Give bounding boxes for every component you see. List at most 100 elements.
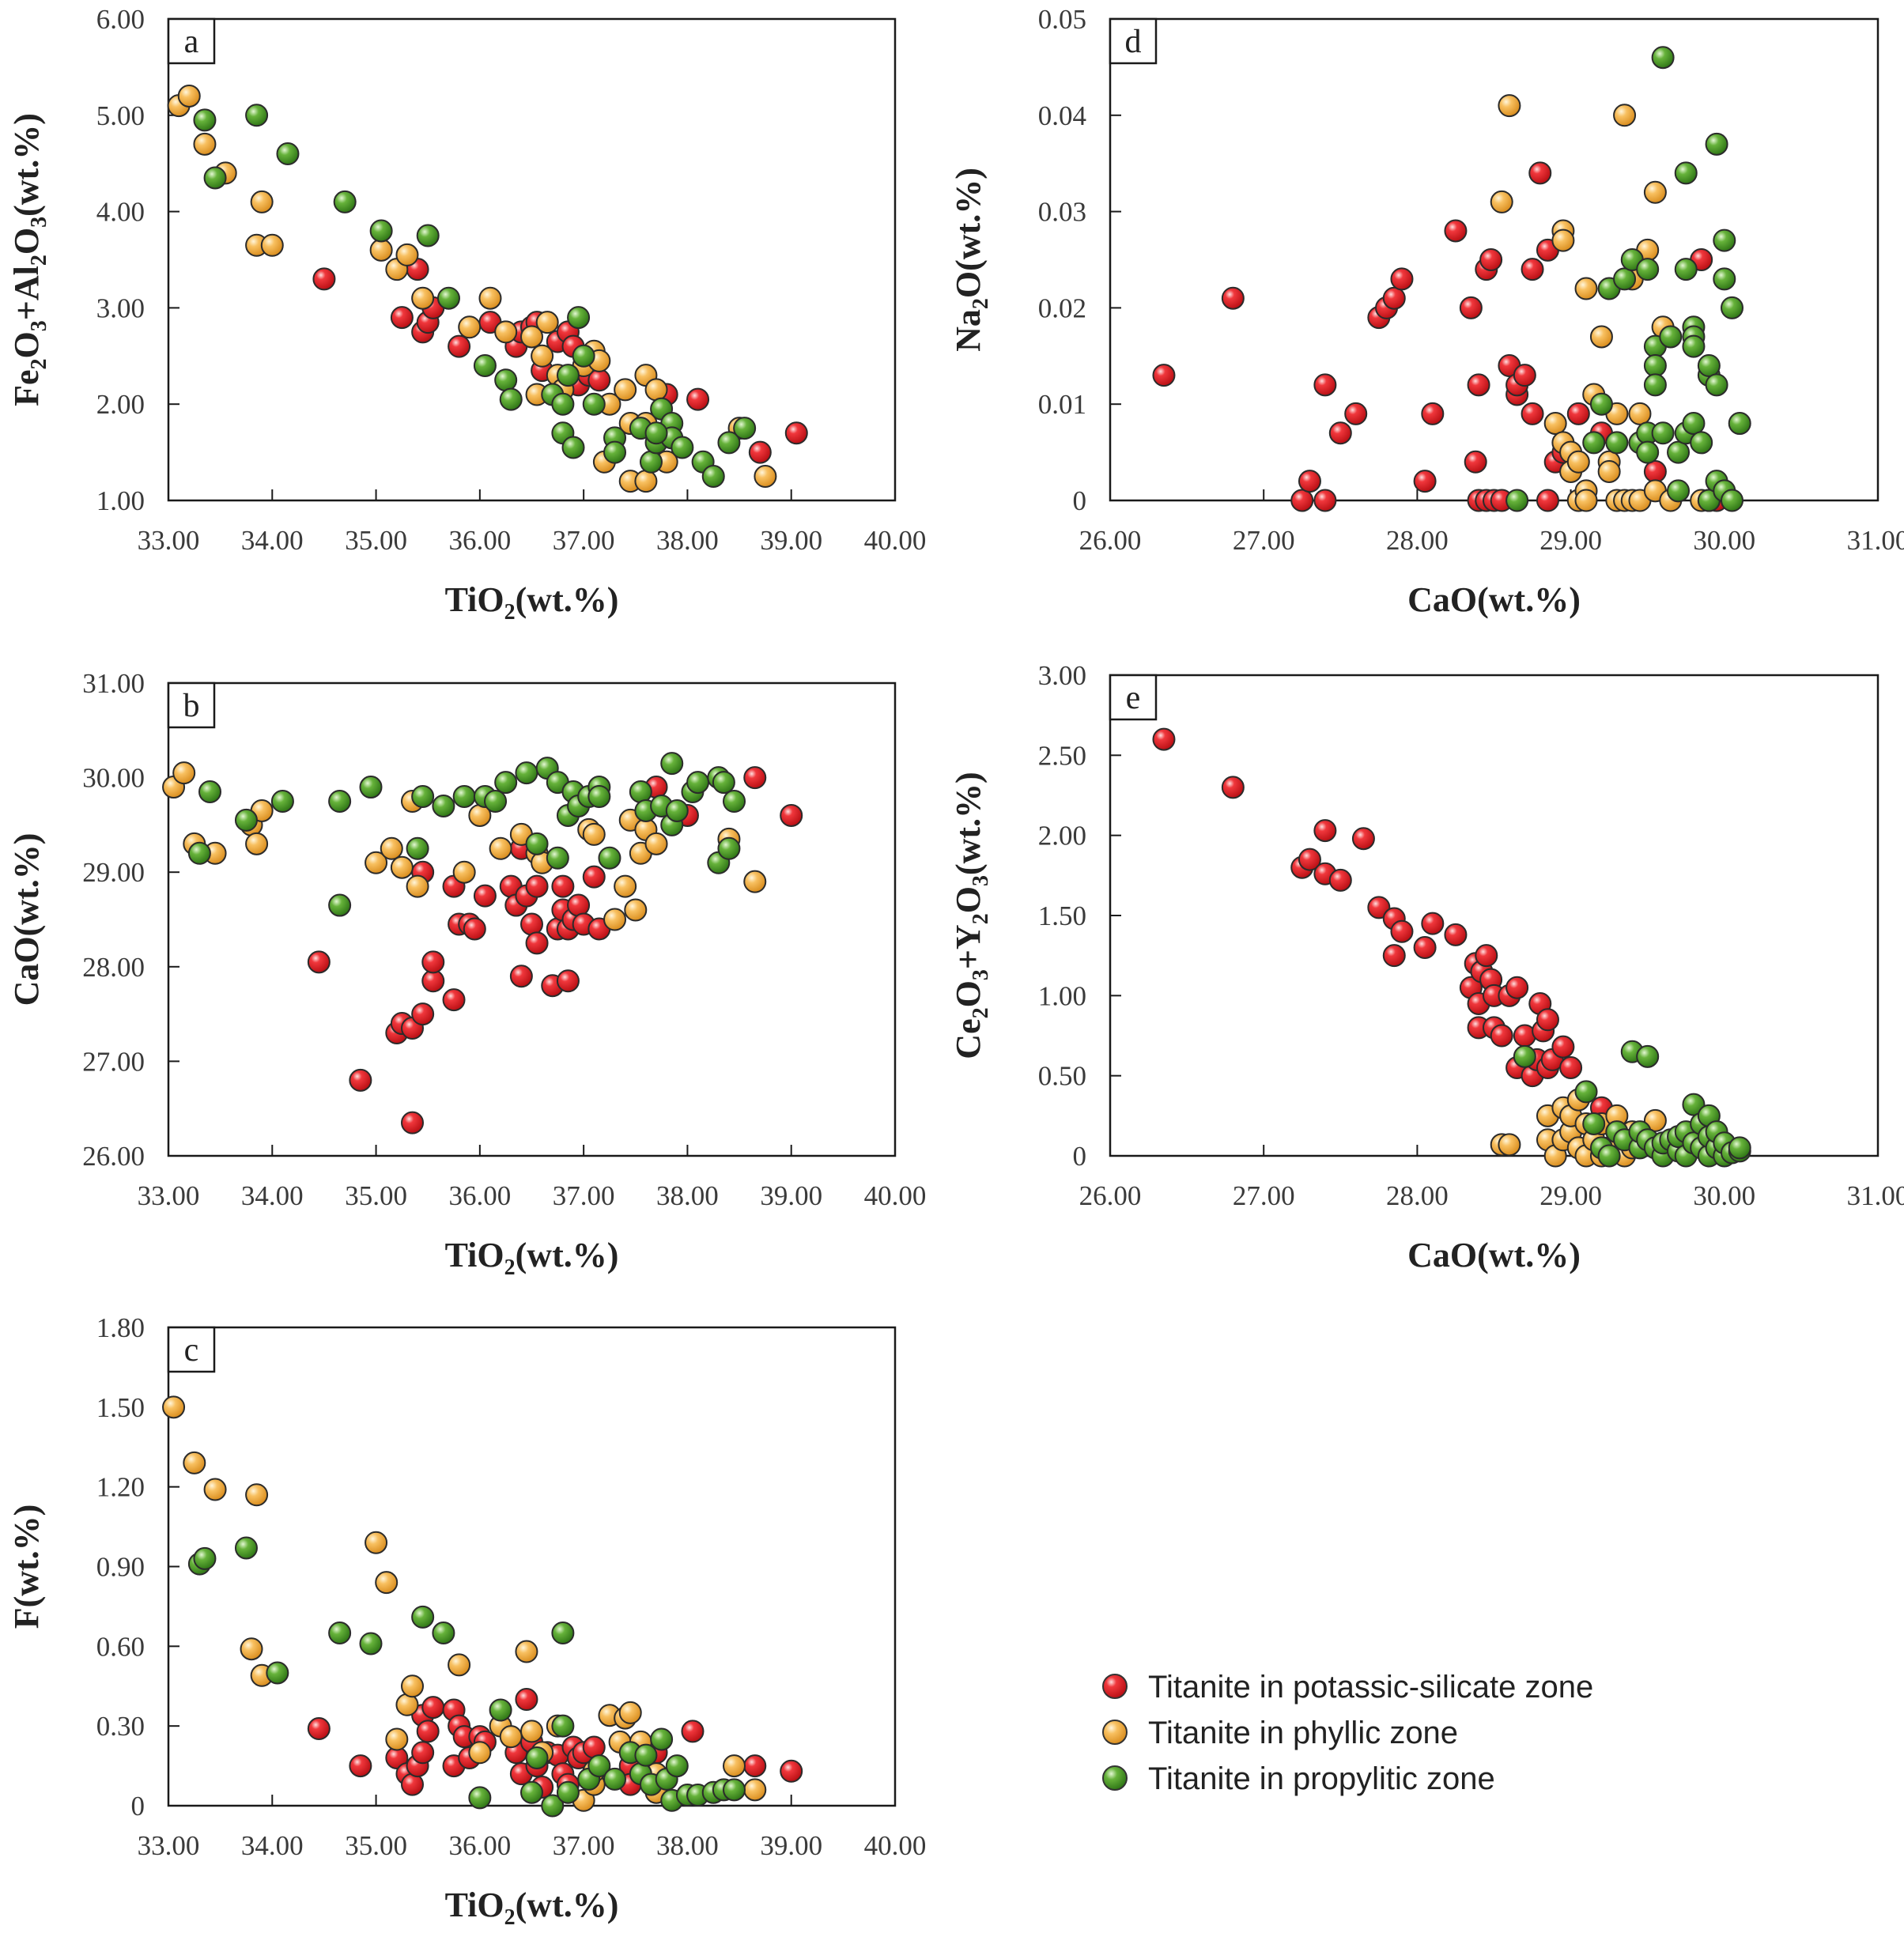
legend-label-propylitic: Titanite in propylitic zone xyxy=(1148,1761,1495,1796)
data-point-potassic xyxy=(582,865,606,889)
y-axis-title-part: CaO(wt.%) xyxy=(7,833,46,1006)
panel-label: d xyxy=(1125,24,1142,60)
data-point-propylitic xyxy=(650,1727,674,1751)
data-point-phyllic xyxy=(245,832,269,855)
x-tick-label: 37.00 xyxy=(553,1830,615,1861)
y-tick-label: 0.90 xyxy=(96,1552,145,1583)
x-axis-title-unit: (wt.%) xyxy=(516,580,619,619)
x-tick-label: 34.00 xyxy=(241,525,304,556)
x-tick-label: 37.00 xyxy=(553,1180,615,1211)
data-point-propylitic xyxy=(452,785,476,809)
data-point-propylitic xyxy=(484,790,508,813)
data-point-propylitic xyxy=(686,771,710,795)
data-point-propylitic xyxy=(515,761,538,785)
x-axis-title-main: TiO xyxy=(445,1886,504,1924)
y-axis-title-subscript: 3 xyxy=(969,969,993,980)
data-point-phyllic xyxy=(162,1395,186,1419)
data-point-phyllic xyxy=(369,238,393,262)
data-point-potassic xyxy=(1413,936,1437,960)
data-point-propylitic xyxy=(551,1622,575,1645)
data-point-potassic xyxy=(1467,373,1490,397)
data-point-potassic xyxy=(1328,421,1352,445)
x-tick-label: 34.00 xyxy=(241,1180,304,1211)
data-point-potassic xyxy=(1444,219,1468,243)
data-point-propylitic xyxy=(1728,1136,1751,1160)
data-point-potassic xyxy=(556,969,580,993)
data-point-propylitic xyxy=(1613,267,1637,291)
data-point-phyllic xyxy=(743,1778,767,1802)
series-propylitic xyxy=(1513,1040,1751,1168)
y-tick-label: 2.50 xyxy=(1038,740,1086,771)
data-point-propylitic xyxy=(1667,440,1691,464)
data-point-propylitic xyxy=(359,776,383,799)
y-tick-label: 0.02 xyxy=(1038,293,1086,323)
x-tick-label: 38.00 xyxy=(656,1180,719,1211)
plot-frame-e xyxy=(1109,674,1879,1157)
panel-label: e xyxy=(1126,680,1141,716)
data-point-propylitic xyxy=(266,1661,289,1685)
legend-marker-potassic xyxy=(1102,1674,1128,1699)
data-point-potassic xyxy=(1490,1024,1513,1048)
x-tick-label: 29.00 xyxy=(1539,525,1602,556)
data-point-potassic xyxy=(1521,402,1544,425)
data-point-potassic xyxy=(743,1754,767,1778)
data-point-propylitic xyxy=(1705,373,1728,397)
data-point-phyllic xyxy=(624,898,648,922)
data-point-propylitic xyxy=(546,846,569,870)
data-point-propylitic xyxy=(270,790,294,813)
y-axis-title: Fe2O3+Al2O3(wt.%) xyxy=(7,113,51,406)
data-point-potassic xyxy=(349,1068,372,1092)
data-point-potassic xyxy=(681,1720,705,1743)
data-point-propylitic xyxy=(494,368,518,392)
data-point-propylitic xyxy=(598,846,621,870)
chart-panel-c: 33.00 34.00 35.00 36.00 37.00 38.00 39.00 40.00… xyxy=(7,1312,926,1930)
data-point-phyllic xyxy=(203,1478,227,1501)
x-tick-label: 27.00 xyxy=(1233,525,1295,556)
data-point-potassic xyxy=(448,334,471,358)
x-axis-title-main: CaO(wt.%) xyxy=(1407,580,1581,619)
data-point-propylitic xyxy=(551,1714,575,1738)
data-point-phyllic xyxy=(499,1725,523,1749)
y-tick-label: 0.01 xyxy=(1038,389,1086,420)
data-point-potassic xyxy=(1459,296,1483,319)
data-point-propylitic xyxy=(1682,1093,1706,1116)
data-point-potassic xyxy=(1221,286,1245,310)
data-point-phyllic xyxy=(260,233,284,257)
x-tick-label: 39.00 xyxy=(760,1830,822,1861)
x-tick-label: 26.00 xyxy=(1079,525,1142,556)
chart-panel-b: 33.00 34.00 35.00 36.00 37.00 38.00 39.00 40.00… xyxy=(7,668,926,1280)
y-tick-label: 0.50 xyxy=(1038,1061,1086,1092)
data-point-propylitic xyxy=(639,450,663,474)
y-tick-label: 0.04 xyxy=(1038,100,1086,131)
legend: Titanite in potassic-silicate zone Titan… xyxy=(1102,1670,1593,1796)
y-tick-label: 0.60 xyxy=(96,1631,145,1662)
y-axis-title-subscript: 2 xyxy=(969,913,993,924)
data-point-phyllic xyxy=(390,855,414,879)
data-point-potassic xyxy=(1313,819,1337,843)
plot-frame-a xyxy=(167,17,897,502)
y-axis-title-subscript: 3 xyxy=(27,217,51,228)
y-axis-title-part: O xyxy=(949,980,988,1007)
data-point-phyllic xyxy=(754,465,777,489)
data-point-propylitic xyxy=(328,893,352,917)
data-point-propylitic xyxy=(665,1754,689,1778)
x-tick-label: 40.00 xyxy=(864,1180,927,1211)
data-point-propylitic xyxy=(561,436,585,459)
data-point-propylitic xyxy=(245,104,269,127)
series-propylitic xyxy=(187,1536,746,1818)
data-point-propylitic xyxy=(1636,258,1660,281)
data-point-potassic xyxy=(1559,1056,1583,1080)
x-tick-label: 39.00 xyxy=(760,1180,822,1211)
data-point-phyllic xyxy=(531,344,554,368)
data-point-potassic xyxy=(1313,373,1337,397)
y-axis-title-part: (wt.%) xyxy=(949,772,988,875)
x-axis-title: CaO(wt.%) xyxy=(1407,580,1581,619)
data-point-phyllic xyxy=(723,1754,746,1778)
data-point-phyllic xyxy=(250,190,274,213)
data-point-potassic xyxy=(1221,776,1245,799)
data-point-propylitic xyxy=(494,771,518,795)
data-point-propylitic xyxy=(1643,353,1667,377)
panel-label: c xyxy=(184,1332,199,1369)
data-point-potassic xyxy=(1513,364,1536,387)
data-point-potassic xyxy=(1367,896,1391,919)
